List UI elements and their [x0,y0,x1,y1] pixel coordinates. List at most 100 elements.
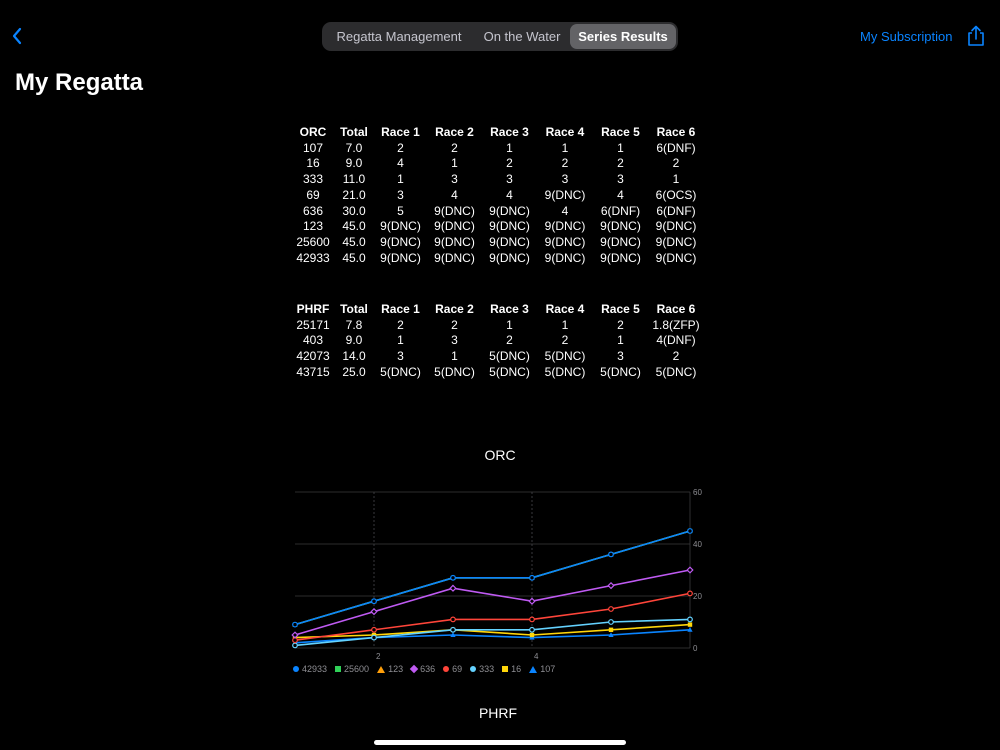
table-cell: 3 [451,333,458,348]
table-cell: 30.0 [342,203,366,218]
column-header: Race 6 [656,125,696,139]
table-cell: 5 [397,203,404,218]
data-point-333 [529,626,535,633]
table-cell: 1 [672,172,680,187]
diamond-marker-icon [409,664,419,674]
table-cell: 5(DNC) [600,364,641,379]
table-cell: 9(DNC) [434,250,475,265]
table-cell: 2 [506,333,513,348]
legend-label: 636 [420,664,436,674]
table-cell: 9(DNC) [600,219,641,234]
table-cell: 1 [561,140,569,155]
table-cell: 9(DNC) [489,219,530,234]
data-point-69 [450,616,456,623]
table-cell: 3 [617,349,624,364]
data-point-69 [608,606,614,612]
table-cell: 9(DNC) [380,250,421,265]
table-cell: 2 [397,140,404,155]
table-cell: 25.0 [342,364,366,379]
table-row: 107 7.0 2 2 1 1 1 6(DNF) [292,141,704,157]
phrf-results-table: PHRF Total Race 1 Race 2 Race 3 Race 4 Race 5 R… [292,302,704,381]
legend-item: 333 [470,664,494,674]
table-row: 636 30.0 5 9(DNC) 9(DNC) 4 6(DNF) 6(DNF) [292,204,704,220]
table-cell: 107 [302,140,324,155]
segment-on-the-water[interactable]: On the Water [483,29,561,44]
table-cell: 9(DNC) [380,234,421,249]
table-cell: 403 [302,333,324,348]
table-row: 69 21.0 3 4 4 9(DNC) 4 6(OCS) [292,188,704,204]
page-title: My Regatta [15,69,144,96]
column-header: Total [340,302,368,316]
my-subscription-button[interactable]: My Subscription [860,29,953,44]
table-cell: 3 [561,172,569,187]
segment-series-results[interactable]: Series Results [570,24,676,49]
column-header: Race 5 [601,125,640,139]
data-point-42933 [371,598,377,605]
table-cell: 3 [506,172,513,187]
data-point-16 [529,632,535,638]
table-row: 43715 25.0 5(DNC) 5(DNC) 5(DNC) 5(DNC) 5(DNC) 5… [292,365,704,381]
table-cell: 1 [617,140,624,155]
table-cell: 43715 [296,364,330,379]
home-indicator[interactable] [374,740,626,745]
series-line-333 [294,618,691,647]
column-header: Race 5 [601,302,640,316]
back-button[interactable] [6,24,30,48]
column-header: Race 4 [545,125,585,139]
y-tick-label: 20 [693,592,702,601]
table-cell: 42933 [296,250,330,265]
table-cell: 9(DNC) [434,203,475,218]
table-cell: 3 [397,187,404,202]
legend-item: 636 [409,664,436,674]
legend-label: 333 [479,664,495,674]
table-cell: 1 [617,333,624,348]
table-cell: 9(DNC) [655,250,697,265]
view-segmented-control[interactable]: Regatta Management On the Water Series R… [322,22,678,51]
data-point-636 [607,581,615,590]
table-cell: 3 [397,349,404,364]
data-point-42933 [450,574,456,581]
table-cell: 9(DNC) [489,203,530,218]
table-row: 123 45.0 9(DNC) 9(DNC) 9(DNC) 9(DNC) 9(DNC) 9(D… [292,219,704,235]
table-cell: 3 [617,172,624,187]
data-point-42933 [687,528,693,534]
data-point-69 [687,590,693,597]
table-cell: 2 [451,140,458,155]
table-row: 16 9.0 4 1 2 2 2 2 [292,156,704,172]
table-cell: 2 [397,317,404,332]
table-cell: 9(DNC) [544,219,586,234]
table-cell: 9(DNC) [489,250,530,265]
table-cell: 4(DNF) [656,333,696,348]
table-cell: 1 [451,156,458,171]
table-cell: 123 [302,219,324,234]
table-cell: 45.0 [342,219,366,234]
table-cell: 5(DNC) [489,349,530,364]
x-tick-label: 4 [534,652,539,660]
table-cell: 9(DNC) [544,187,586,202]
table-cell: 1.8(ZFP) [652,317,700,332]
table-cell: 4 [506,187,513,202]
table-cell: 4 [617,187,624,202]
table-row: 333 11.0 1 3 3 3 3 1 [292,172,704,188]
table-cell: 5(DNC) [544,349,586,364]
table-cell: 333 [302,172,324,187]
segment-regatta-management[interactable]: Regatta Management [336,29,462,44]
table-row: 25600 45.0 9(DNC) 9(DNC) 9(DNC) 9(DNC) 9(DNC) 9… [292,235,704,251]
table-cell: 2 [561,333,569,348]
table-cell: 636 [302,203,324,218]
data-point-333 [450,626,456,633]
table-cell: 4 [561,203,569,218]
data-point-107 [687,627,693,632]
square-marker-icon [335,666,342,672]
table-cell: 5(DNC) [434,364,475,379]
circle-marker-icon [443,666,450,672]
table-cell: 1 [451,349,458,364]
table-cell: 42073 [296,349,330,364]
data-point-636 [528,597,536,605]
table-header-row: PHRF Total Race 1 Race 2 Race 3 Race 4 Race 5 R… [292,302,704,318]
circle-marker-icon [293,666,299,672]
table-row: 42073 14.0 3 1 5(DNC) 5(DNC) 3 2 [292,349,704,365]
data-point-16 [608,627,614,632]
table-cell: 9(DNC) [544,250,586,265]
share-button[interactable] [966,25,986,47]
